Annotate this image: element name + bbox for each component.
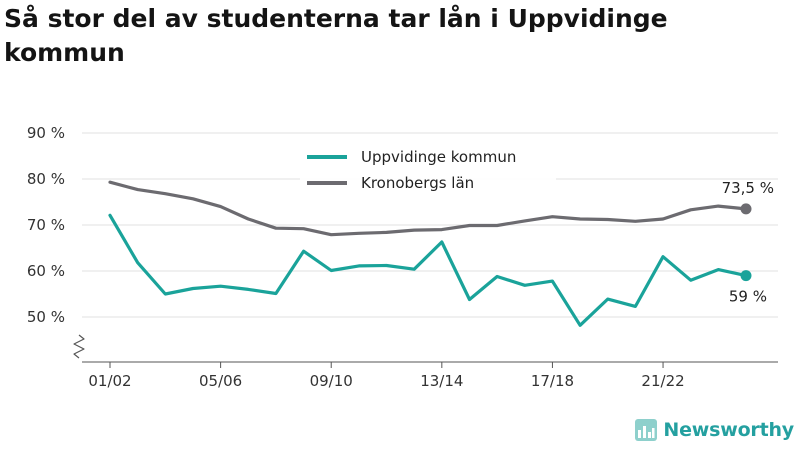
series-end-point	[740, 270, 752, 282]
x-tick-label: 21/22	[641, 372, 684, 390]
x-tick-label: 17/18	[531, 372, 574, 390]
brand-logo: Newsworthy	[635, 416, 794, 444]
x-tick-label: 09/10	[310, 372, 353, 390]
end-label: 59 %	[729, 288, 767, 306]
y-tick-label: 50 %	[27, 308, 65, 326]
legend: Uppvidinge kommun Kronobergs län	[300, 143, 556, 199]
x-tick-label: 13/14	[420, 372, 463, 390]
series-line	[108, 213, 748, 327]
x-axis: 01/02 05/06 09/10 13/14 17/18 21/22	[82, 361, 778, 390]
axis-break-icon	[73, 334, 85, 359]
end-label: 73,5 %	[722, 179, 774, 197]
brand-name: Newsworthy	[663, 419, 794, 441]
series-line	[108, 180, 748, 237]
x-tick-label: 01/02	[88, 372, 131, 390]
x-tick-label: 05/06	[199, 372, 242, 390]
series-end-point	[740, 203, 752, 215]
series-lines	[108, 180, 752, 327]
y-tick-label: 80 %	[27, 170, 65, 188]
legend-label: Kronobergs län	[361, 174, 474, 192]
end-labels: 73,5 % 59 %	[722, 179, 774, 306]
y-tick-label: 70 %	[27, 216, 65, 234]
bar-chart-logo-icon	[635, 419, 658, 441]
legend-label: Uppvidinge kommun	[361, 148, 516, 166]
y-tick-label: 60 %	[27, 262, 65, 280]
gridlines	[82, 132, 778, 318]
chart-title: Så stor del av studenterna tar lån i Upp…	[4, 4, 668, 67]
y-tick-label: 90 %	[27, 124, 65, 142]
y-axis: 50 % 60 % 70 % 80 % 90 %	[27, 124, 85, 359]
legend-background	[300, 143, 556, 199]
